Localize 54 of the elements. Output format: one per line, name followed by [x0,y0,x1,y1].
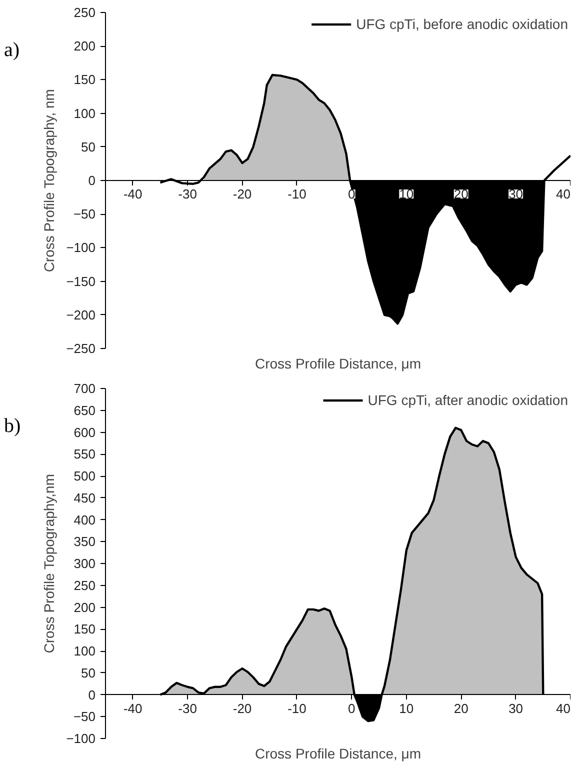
y-tick-label: 400 [74,512,96,528]
y-tick-label: 0 [88,173,96,188]
x-tick-label: 20 [454,700,468,716]
x-tick-label: 0 [348,186,356,202]
y-axis-title: Cross Profile Topography, nm [41,89,58,272]
y-tick-label: 50 [81,139,96,154]
y-tick-label: −100 [66,240,96,256]
x-tick-label: 10 [399,186,414,202]
y-tick-label: 150 [74,72,96,88]
x-tick-label: -20 [232,700,252,716]
x-tick-label: -30 [178,700,197,716]
y-tick-label: 0 [88,687,96,702]
y-tick-label: 550 [74,446,96,462]
x-tick-label: -10 [288,186,306,202]
y-tick-label: 700 [74,381,96,396]
y-tick-label: 200 [74,600,96,615]
y-tick-label: 50 [81,665,96,680]
y-tick-label: 100 [74,106,96,121]
x-tick-label: -40 [123,700,142,716]
x-axis-title: Cross Profile Distance, μm [255,746,421,762]
x-tick-label: -30 [178,186,197,202]
x-tick-label: 40 [556,186,571,202]
x-tick-label: 10 [399,700,414,716]
y-tick-label: 250 [74,578,96,593]
legend-label: UFG cpTi, after anodic oxidation [368,392,568,408]
x-tick-label: -20 [232,186,252,202]
text: a) [4,38,20,63]
y-tick-label: −50 [73,206,96,222]
text: b) [4,414,21,439]
y-tick-label: 150 [74,622,96,637]
y-tick-label: 600 [74,424,96,440]
y-tick-label: −50 [73,709,96,724]
y-tick-label: −250 [66,341,96,356]
x-tick-label: -40 [123,186,142,202]
x-tick-label: 30 [508,186,524,202]
x-tick-label: 20 [454,186,468,202]
x-axis-title: Cross Profile Distance, μm [255,356,421,372]
y-tick-label: 350 [74,534,96,550]
y-tick-label: 250 [74,5,96,20]
x-tick-label: -10 [288,700,306,716]
y-tick-label: −200 [66,307,96,322]
y-tick-label: 100 [74,644,96,658]
y-tick-label: 200 [74,38,96,54]
y-tick-label: 450 [74,490,96,506]
y-tick-label: −100 [66,731,96,746]
x-tick-label: 30 [508,700,524,716]
legend-label: UFG cpTi, before anodic oxidation [356,16,568,32]
y-tick-label: 500 [74,468,96,484]
x-tick-label: 40 [556,700,571,716]
y-tick-label: 300 [74,556,96,571]
y-tick-label: 650 [74,402,96,418]
x-tick-label: 0 [348,700,356,716]
y-axis-title: Cross Profile Topography,nm [41,474,58,654]
y-tick-label: −150 [66,274,96,289]
